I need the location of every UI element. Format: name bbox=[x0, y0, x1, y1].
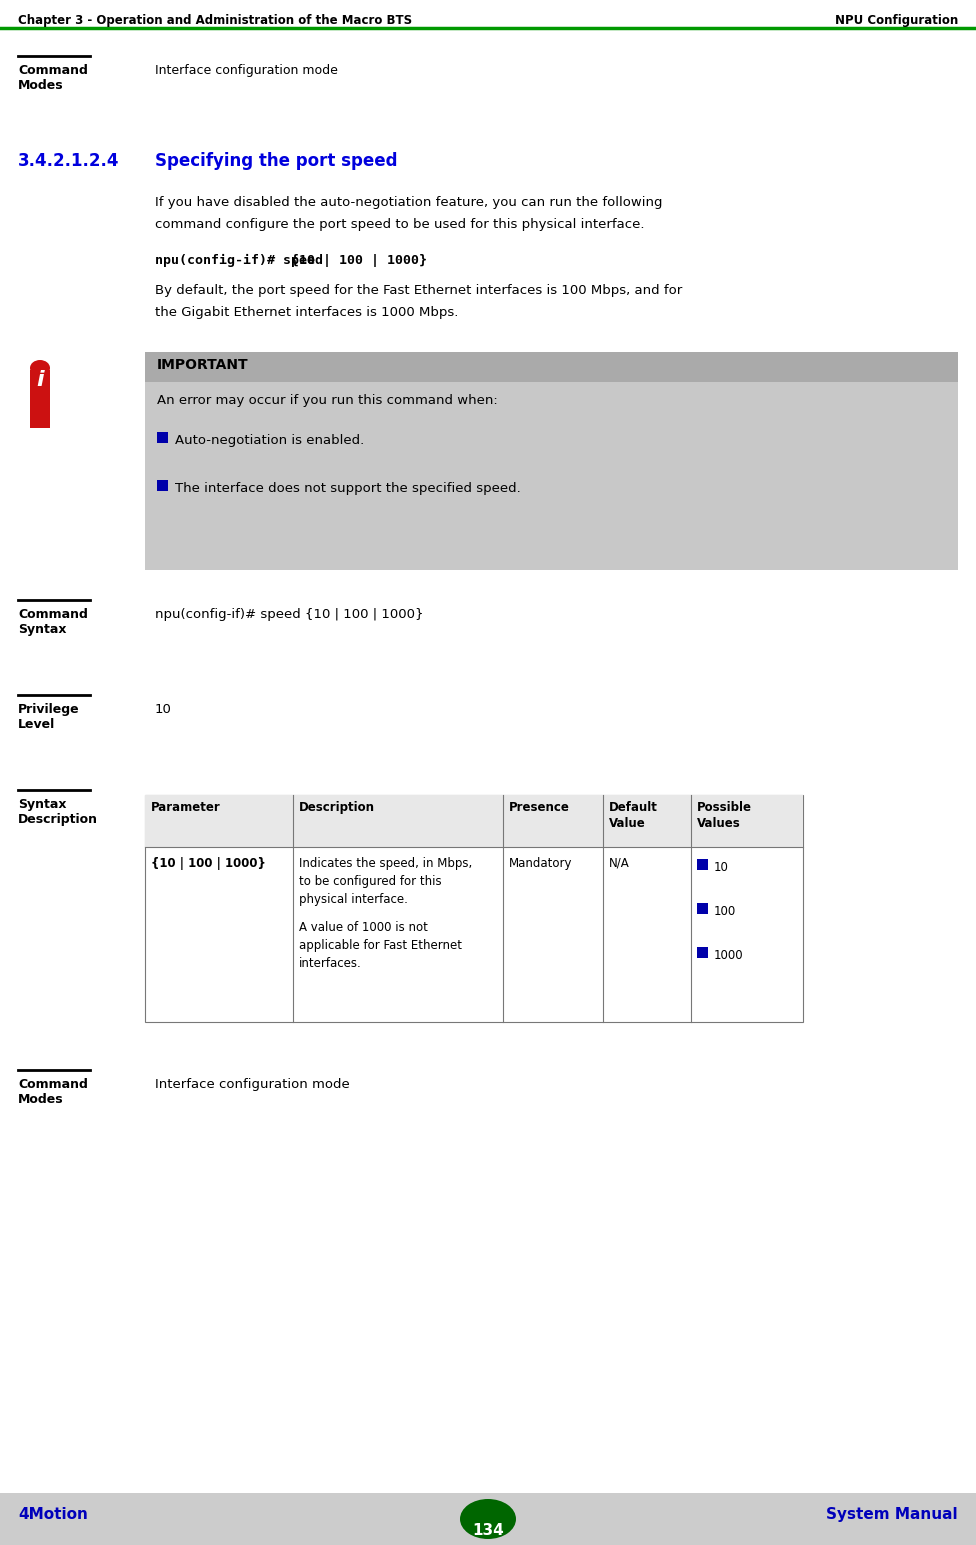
Bar bbox=[30, 369, 50, 428]
Text: Interface configuration mode: Interface configuration mode bbox=[155, 63, 338, 77]
Text: 100: 100 bbox=[714, 905, 736, 918]
Bar bbox=[697, 947, 708, 958]
Bar bbox=[157, 433, 168, 443]
Text: Possible: Possible bbox=[697, 800, 752, 814]
Text: Default: Default bbox=[609, 800, 658, 814]
Text: Command: Command bbox=[18, 63, 88, 77]
Bar bbox=[0, 1492, 976, 1545]
Text: the Gigabit Ethernet interfaces is 1000 Mbps.: the Gigabit Ethernet interfaces is 1000 … bbox=[155, 306, 459, 318]
Bar bbox=[145, 796, 803, 1021]
Ellipse shape bbox=[30, 360, 50, 375]
Text: Presence: Presence bbox=[509, 800, 570, 814]
Text: Privilege: Privilege bbox=[18, 703, 80, 715]
Text: {10 | 100 | 1000}: {10 | 100 | 1000} bbox=[292, 253, 427, 267]
Text: An error may occur if you run this command when:: An error may occur if you run this comma… bbox=[157, 394, 498, 406]
Bar bbox=[145, 352, 958, 382]
Bar bbox=[145, 796, 803, 847]
Text: Command: Command bbox=[18, 1078, 88, 1091]
Bar bbox=[145, 352, 958, 570]
Text: By default, the port speed for the Fast Ethernet interfaces is 100 Mbps, and for: By default, the port speed for the Fast … bbox=[155, 284, 682, 297]
Text: A value of 1000 is not: A value of 1000 is not bbox=[299, 921, 427, 935]
Ellipse shape bbox=[460, 1499, 516, 1539]
Bar bbox=[157, 480, 168, 491]
Text: N/A: N/A bbox=[609, 857, 630, 870]
Text: i: i bbox=[36, 369, 44, 389]
Bar bbox=[697, 859, 708, 870]
Text: Specifying the port speed: Specifying the port speed bbox=[155, 151, 397, 170]
Text: applicable for Fast Ethernet: applicable for Fast Ethernet bbox=[299, 939, 462, 952]
Text: Modes: Modes bbox=[18, 1092, 63, 1106]
Text: Indicates the speed, in Mbps,: Indicates the speed, in Mbps, bbox=[299, 857, 472, 870]
Text: Mandatory: Mandatory bbox=[509, 857, 573, 870]
Text: If you have disabled the auto-negotiation feature, you can run the following: If you have disabled the auto-negotiatio… bbox=[155, 196, 663, 209]
Text: Parameter: Parameter bbox=[151, 800, 221, 814]
Text: IMPORTANT: IMPORTANT bbox=[157, 358, 249, 372]
Text: to be configured for this: to be configured for this bbox=[299, 874, 441, 888]
Text: Modes: Modes bbox=[18, 79, 63, 93]
Text: 10: 10 bbox=[155, 703, 172, 715]
Bar bbox=[697, 902, 708, 915]
Text: 4Motion: 4Motion bbox=[18, 1506, 88, 1522]
Text: Value: Value bbox=[609, 817, 646, 830]
Text: 3.4.2.1.2.4: 3.4.2.1.2.4 bbox=[18, 151, 119, 170]
Text: Values: Values bbox=[697, 817, 741, 830]
Text: Syntax: Syntax bbox=[18, 799, 66, 811]
Text: 10: 10 bbox=[714, 861, 729, 874]
Text: {10 | 100 | 1000}: {10 | 100 | 1000} bbox=[151, 857, 265, 870]
Text: Syntax: Syntax bbox=[18, 623, 66, 637]
Text: Description: Description bbox=[18, 813, 98, 827]
Text: command configure the port speed to be used for this physical interface.: command configure the port speed to be u… bbox=[155, 218, 644, 232]
Text: Level: Level bbox=[18, 718, 56, 731]
Text: interfaces.: interfaces. bbox=[299, 956, 362, 970]
Text: npu(config-if)# speed: npu(config-if)# speed bbox=[155, 253, 331, 267]
Text: Interface configuration mode: Interface configuration mode bbox=[155, 1078, 349, 1091]
Text: Description: Description bbox=[299, 800, 375, 814]
Text: NPU Configuration: NPU Configuration bbox=[834, 14, 958, 26]
Text: 134: 134 bbox=[472, 1523, 504, 1537]
Text: physical interface.: physical interface. bbox=[299, 893, 408, 905]
Text: The interface does not support the specified speed.: The interface does not support the speci… bbox=[175, 482, 521, 494]
Text: Auto-negotiation is enabled.: Auto-negotiation is enabled. bbox=[175, 434, 364, 447]
Text: Command: Command bbox=[18, 609, 88, 621]
Text: 1000: 1000 bbox=[714, 949, 744, 963]
Text: System Manual: System Manual bbox=[827, 1506, 958, 1522]
Text: npu(config-if)# speed {10 | 100 | 1000}: npu(config-if)# speed {10 | 100 | 1000} bbox=[155, 609, 424, 621]
Text: Chapter 3 - Operation and Administration of the Macro BTS: Chapter 3 - Operation and Administration… bbox=[18, 14, 412, 26]
